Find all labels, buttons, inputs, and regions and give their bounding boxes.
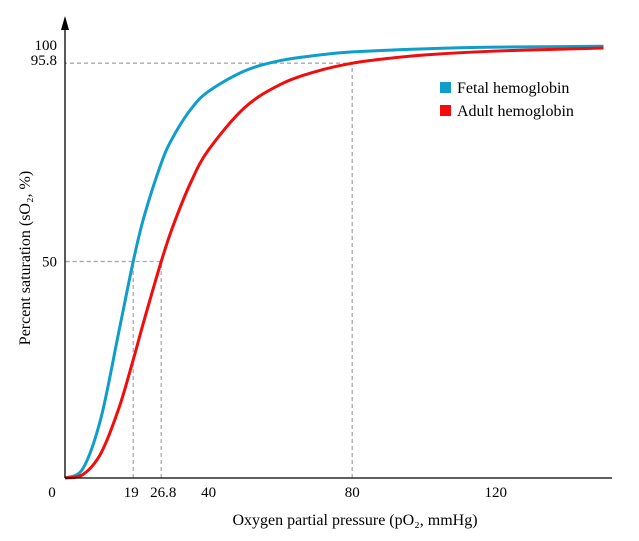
legend-label: Fetal hemoglobin	[457, 80, 569, 97]
series-line-fetal	[64, 44, 604, 480]
x-tick-label: 80	[345, 485, 360, 501]
x-tick-label: 26.8	[150, 485, 176, 501]
series-line-adult	[64, 46, 604, 480]
legend: Fetal hemoglobin Adult hemoglobin	[440, 80, 574, 120]
y-axis-label: Percent saturation (sO₂, %)	[17, 171, 34, 345]
y-tick-label: 100	[35, 38, 58, 54]
x-tick-label: 120	[485, 485, 508, 501]
x-tick-label: 19	[124, 485, 139, 501]
legend-swatch	[440, 82, 451, 93]
y-tick-label: 50	[42, 255, 57, 271]
legend-swatch	[440, 105, 451, 116]
reference-line	[65, 260, 162, 478]
legend-label: Adult hemoglobin	[457, 103, 574, 120]
y-tick-label: 95.8	[31, 53, 57, 69]
y-axis-arrow-icon	[61, 16, 69, 30]
x-axis-label: Oxygen partial pressure (pO₂, mmHg)	[232, 512, 477, 529]
reference-line	[65, 260, 134, 478]
x-tick-label: 40	[201, 485, 216, 501]
x-tick-label: 0	[48, 485, 56, 501]
reference-line	[65, 62, 353, 478]
